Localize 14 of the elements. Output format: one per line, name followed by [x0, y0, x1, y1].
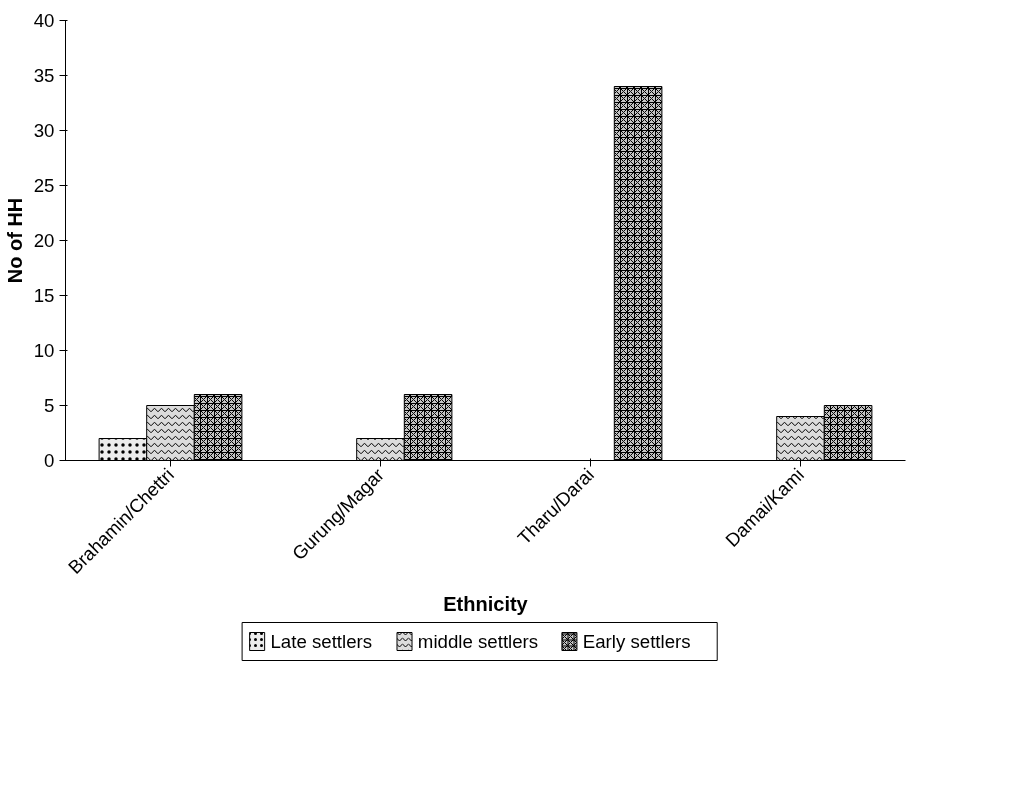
x-axis-title: Ethnicity — [443, 593, 529, 616]
y-axis-title: No of HH — [3, 197, 26, 284]
y-tick-label: 5 — [44, 395, 55, 416]
legend-label: middle settlers — [417, 631, 539, 652]
y-tick-label: 30 — [33, 120, 55, 141]
y-tick-label: 40 — [33, 10, 55, 31]
y-tick-label: 15 — [33, 285, 55, 306]
y-tick-label: 20 — [33, 230, 55, 251]
y-tick-label: 10 — [33, 340, 55, 361]
legend-label: Late settlers — [270, 631, 373, 652]
legend-label: Early settlers — [582, 631, 691, 652]
y-tick-label: 0 — [44, 450, 55, 471]
y-tick-label: 25 — [33, 175, 55, 196]
y-tick-label: 35 — [33, 65, 55, 86]
